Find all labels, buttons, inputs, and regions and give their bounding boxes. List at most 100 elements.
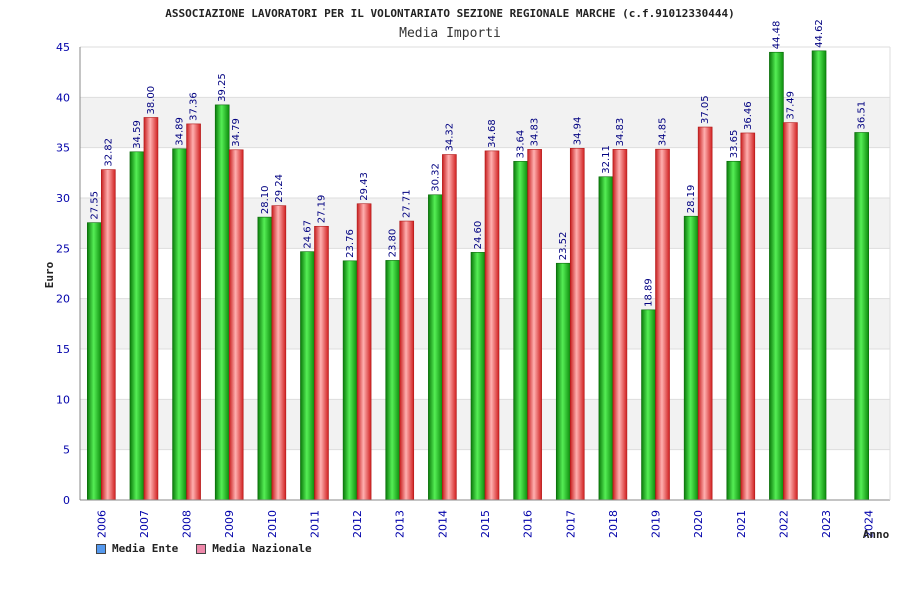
x-tick-label: 2013 [394, 510, 407, 538]
bar-media-nazionale-2016 [527, 149, 542, 501]
bar-media-ente-2017 [555, 262, 571, 501]
bar-media-ente-2011 [300, 251, 315, 501]
bar-media-ente-2020 [683, 215, 699, 501]
data-label-media-nazionale-2008: 37.36 [189, 92, 200, 121]
data-label-media-nazionale-2018: 34.83 [615, 118, 626, 147]
bar-media-ente-2008 [172, 148, 187, 501]
x-tick-label: 2008 [181, 510, 194, 538]
x-tick-label: 2021 [735, 510, 748, 538]
bar-media-ente-2024 [854, 132, 869, 501]
y-tick-label: 10 [56, 393, 70, 406]
data-label-media-nazionale-2007: 38.00 [146, 86, 157, 115]
x-tick-label: 2012 [351, 510, 364, 538]
data-label-media-nazionale-2015: 34.68 [487, 119, 498, 148]
axes [79, 47, 891, 501]
data-label-media-nazionale-2017: 34.94 [572, 117, 583, 146]
x-tick-label: 2023 [820, 510, 833, 538]
data-label-media-ente-2024: 36.51 [857, 101, 868, 130]
bar-media-nazionale-2010 [271, 205, 287, 501]
bar-media-nazionale-2009 [228, 149, 244, 501]
x-tick-label: 2006 [95, 510, 108, 538]
data-label-media-ente-2007: 34.59 [132, 120, 143, 149]
data-label-media-nazionale-2013: 27.71 [402, 189, 413, 218]
bar-media-nazionale-2011 [314, 225, 329, 501]
x-tick-label: 2016 [522, 510, 535, 538]
data-label-media-nazionale-2016: 34.83 [530, 118, 541, 147]
data-label-media-nazionale-2022: 37.49 [785, 91, 796, 120]
y-tick-label: 25 [56, 242, 70, 255]
bar-media-nazionale-2008 [186, 123, 201, 501]
data-label-media-ente-2008: 34.89 [175, 117, 186, 146]
bar-media-ente-2010 [257, 216, 273, 501]
legend-item-ente: Media Ente [96, 542, 178, 555]
bar-media-nazionale-2018 [612, 149, 628, 501]
data-label-media-nazionale-2010: 29.24 [274, 174, 285, 203]
data-label-media-ente-2013: 23.80 [388, 229, 399, 258]
x-tick-label: 2015 [479, 510, 492, 538]
bar-media-ente-2013 [385, 260, 401, 501]
bar-media-ente-2012 [342, 260, 358, 501]
bar-media-ente-2023 [811, 50, 827, 501]
data-label-media-ente-2016: 33.64 [516, 130, 527, 159]
data-label-media-ente-2019: 18.89 [644, 278, 655, 307]
bar-media-ente-2021 [726, 160, 742, 501]
bar-media-nazionale-2017 [569, 147, 585, 501]
legend-swatch-nazionale [196, 543, 207, 554]
bar-media-ente-2007 [129, 151, 145, 501]
legend-label-ente: Media Ente [112, 542, 179, 555]
y-tick-labels: 0 5 10 15 20 25 30 35 40 45 [56, 41, 70, 507]
y-axis-label: Euro [43, 261, 56, 288]
data-label-media-ente-2011: 24.67 [302, 220, 313, 249]
data-label-media-nazionale-2012: 29.43 [359, 172, 370, 201]
x-tick-label: 2009 [223, 510, 236, 538]
data-label-media-nazionale-2019: 34.85 [658, 118, 669, 147]
x-tick-label: 2018 [607, 510, 620, 538]
bar-media-ente-2016 [513, 161, 528, 501]
y-tick-label: 40 [56, 91, 70, 104]
bar-media-ente-2006 [87, 222, 102, 501]
data-label-media-nazionale-2021: 36.46 [743, 101, 754, 130]
bar-media-ente-2009 [214, 104, 230, 501]
bar-media-ente-2019 [641, 309, 656, 501]
x-tick-label: 2010 [266, 510, 279, 538]
data-label-media-ente-2017: 23.52 [558, 232, 569, 261]
data-label-media-ente-2015: 24.60 [473, 221, 484, 250]
bar-media-ente-2022 [769, 51, 784, 501]
data-label-media-nazionale-2006: 32.82 [103, 138, 114, 167]
legend-item-nazionale: Media Nazionale [196, 542, 312, 555]
chart-title: ASSOCIAZIONE LAVORATORI PER IL VOLONTARI… [165, 7, 735, 20]
x-tick-label: 2020 [692, 510, 705, 538]
data-label-media-ente-2022: 44.48 [771, 21, 782, 50]
bar-media-nazionale-2014 [442, 154, 457, 501]
y-tick-label: 45 [56, 41, 70, 54]
chart-subtitle: Media Importi [399, 26, 501, 41]
data-label-media-ente-2012: 23.76 [345, 229, 356, 258]
bar-media-nazionale-2006 [101, 169, 116, 501]
bar-media-ente-2015 [470, 252, 486, 501]
x-axis-label: Anno [863, 528, 890, 541]
y-tick-label: 20 [56, 293, 70, 306]
bar-media-ente-2018 [598, 176, 614, 501]
bar-media-nazionale-2012 [356, 203, 372, 501]
data-label-media-ente-2009: 39.25 [217, 73, 228, 102]
data-label-media-nazionale-2020: 37.05 [700, 95, 711, 124]
legend: Media Ente Media Nazionale [96, 542, 312, 555]
x-tick-label: 2022 [777, 510, 790, 538]
data-label-media-ente-2020: 28.19 [686, 185, 697, 214]
data-label-media-ente-2014: 30.32 [430, 163, 441, 192]
bar-media-nazionale-2013 [399, 220, 415, 501]
legend-label-nazionale: Media Nazionale [212, 542, 312, 555]
data-label-media-ente-2021: 33.65 [729, 130, 740, 159]
data-label-media-nazionale-2011: 27.19 [316, 195, 327, 224]
data-label-media-ente-2023: 44.62 [814, 19, 825, 48]
data-label-media-ente-2010: 28.10 [260, 185, 271, 214]
bar-media-nazionale-2007 [143, 117, 159, 501]
legend-swatch-ente [96, 543, 106, 554]
bar-media-nazionale-2021 [740, 132, 756, 501]
y-tick-label: 15 [56, 343, 70, 356]
x-tick-label: 2019 [650, 510, 663, 538]
data-label-media-nazionale-2009: 34.79 [231, 118, 242, 147]
bar-media-nazionale-2019 [655, 148, 670, 501]
